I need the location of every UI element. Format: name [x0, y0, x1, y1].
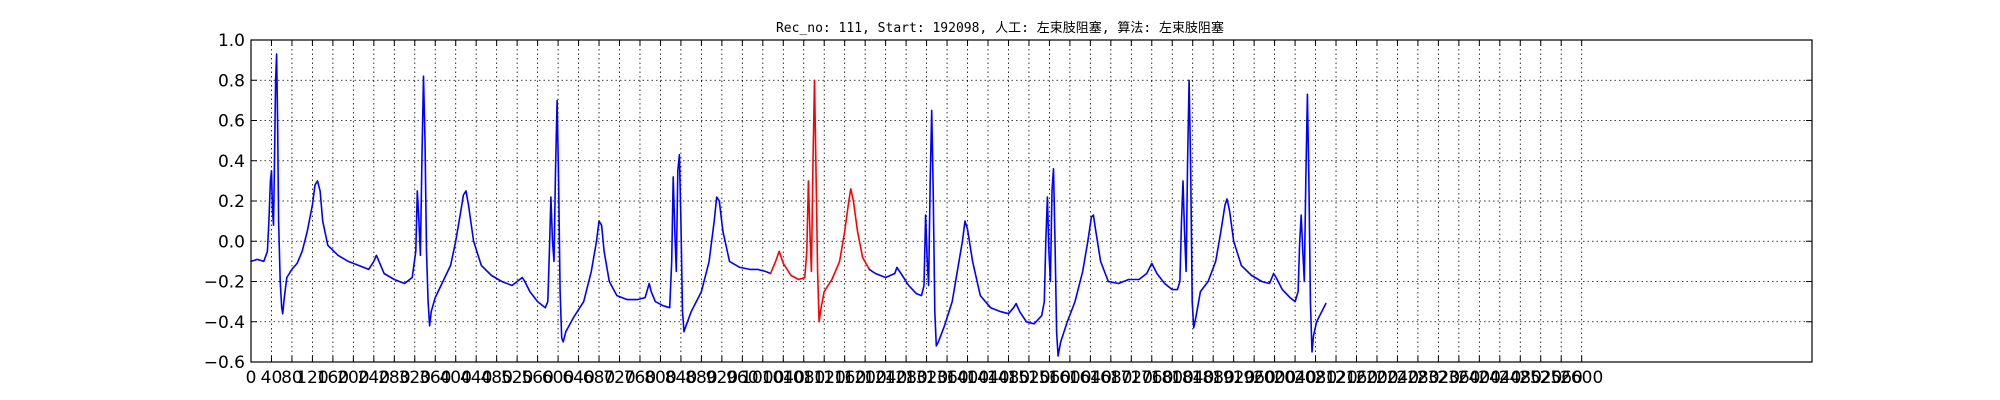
- x-tick-label: 480: [480, 368, 512, 388]
- y-tick-label: 0.4: [218, 152, 245, 172]
- x-tick-label: 1480: [987, 368, 1030, 388]
- x-tick-label: 2560: [1540, 368, 1583, 388]
- x-tick-label: 2000: [1253, 368, 1296, 388]
- x-tick-label: 80: [281, 368, 303, 388]
- x-tick-label: 200: [337, 368, 369, 388]
- x-tick-label: 280: [378, 368, 410, 388]
- series-line-1: [769, 79, 871, 323]
- series-line-0: [250, 53, 772, 343]
- x-tick-label: 1760: [1130, 368, 1173, 388]
- x-tick-label: 2360: [1437, 368, 1480, 388]
- x-tick-label: 1320: [905, 368, 948, 388]
- grid: [250, 39, 1812, 363]
- x-tick-label: 1720: [1110, 368, 1153, 388]
- x-tick-label: 1080: [782, 368, 825, 388]
- y-tick-label: 0.0: [218, 232, 245, 252]
- x-tick-label: 2480: [1499, 368, 1542, 388]
- x-tick-label: 1440: [966, 368, 1009, 388]
- x-tick-label: 1560: [1028, 368, 1071, 388]
- x-tick-label: 1160: [823, 368, 866, 388]
- x-tick-label: 2240: [1376, 368, 1419, 388]
- x-tick-label: 400: [439, 368, 471, 388]
- x-tick-label: 760: [624, 368, 656, 388]
- x-tick-labels: 0 408012016020024028032036040044048052056…: [246, 368, 1604, 388]
- x-tick-label: 1600: [1048, 368, 1091, 388]
- x-tick-label: 960: [726, 368, 758, 388]
- y-tick-label: −0.2: [204, 273, 245, 293]
- x-tick-label: 2280: [1396, 368, 1439, 388]
- x-tick-label: 680: [583, 368, 615, 388]
- y-tick-label: −0.6: [204, 353, 245, 373]
- y-tick-label: 0.2: [218, 192, 245, 212]
- x-tick-label: 2200: [1355, 368, 1398, 388]
- x-tick-label: 1800: [1151, 368, 1194, 388]
- x-tick-label: 840: [665, 368, 697, 388]
- x-tick-label: 440: [460, 368, 492, 388]
- x-tick-label: 1920: [1212, 368, 1255, 388]
- x-tick-label: 2120: [1314, 368, 1357, 388]
- x-tick-label: 2400: [1458, 368, 1501, 388]
- x-tick-label: 2320: [1417, 368, 1460, 388]
- x-tick-label: 1680: [1089, 368, 1132, 388]
- x-tick-label: 520: [501, 368, 533, 388]
- x-tick-label: 40: [261, 368, 283, 388]
- y-tick-label: 1.0: [218, 31, 245, 51]
- x-tick-label: 1120: [803, 368, 846, 388]
- y-tick-label: 0.6: [218, 112, 245, 132]
- x-tick-label: 1960: [1233, 368, 1276, 388]
- x-tick-label: 2160: [1335, 368, 1378, 388]
- x-tick-label: 1280: [884, 368, 927, 388]
- chart-title: Rec_no: 111, Start: 192098, 人工: 左束肢阻塞, 算…: [776, 20, 1224, 36]
- ticks: [250, 39, 1812, 363]
- x-tick-label: 2520: [1519, 368, 1562, 388]
- x-tick-label: 600: [542, 368, 574, 388]
- x-tick-label: 2440: [1478, 368, 1521, 388]
- x-tick-label: 1040: [762, 368, 805, 388]
- x-tick-label: 560: [521, 368, 553, 388]
- x-tick-label: 2600: [1560, 368, 1603, 388]
- x-tick-label: 160: [317, 368, 349, 388]
- x-tick-label: 880: [685, 368, 717, 388]
- x-tick-label: 120: [296, 368, 328, 388]
- x-tick-label: 1880: [1192, 368, 1235, 388]
- x-tick-label: 2040: [1273, 368, 1316, 388]
- x-tick-label: 640: [562, 368, 594, 388]
- x-tick-label: 1520: [1007, 368, 1050, 388]
- x-tick-label: 800: [644, 368, 676, 388]
- x-tick-label: 1200: [844, 368, 887, 388]
- x-tick-label: 720: [603, 368, 635, 388]
- x-tick-label: 1360: [925, 368, 968, 388]
- x-tick-label: 0: [246, 368, 257, 388]
- x-tick-label: 1400: [946, 368, 989, 388]
- series-line-2: [868, 79, 1327, 357]
- y-tick-label: −0.4: [204, 313, 245, 333]
- x-tick-label: 360: [419, 368, 451, 388]
- x-tick-label: 1240: [864, 368, 907, 388]
- x-tick-label: 2080: [1294, 368, 1337, 388]
- y-tick-label: 0.8: [218, 71, 245, 91]
- x-tick-label: 1640: [1069, 368, 1112, 388]
- y-tick-labels: −0.6 −0.4 −0.2 0.0 0.2 0.4 0.6 0.8 1.0: [204, 31, 245, 373]
- x-tick-label: 240: [358, 368, 390, 388]
- x-tick-label: 1840: [1171, 368, 1214, 388]
- series-group: [250, 53, 1327, 357]
- x-tick-label: 1000: [741, 368, 784, 388]
- x-tick-label: 320: [399, 368, 431, 388]
- x-tick-label: 920: [706, 368, 738, 388]
